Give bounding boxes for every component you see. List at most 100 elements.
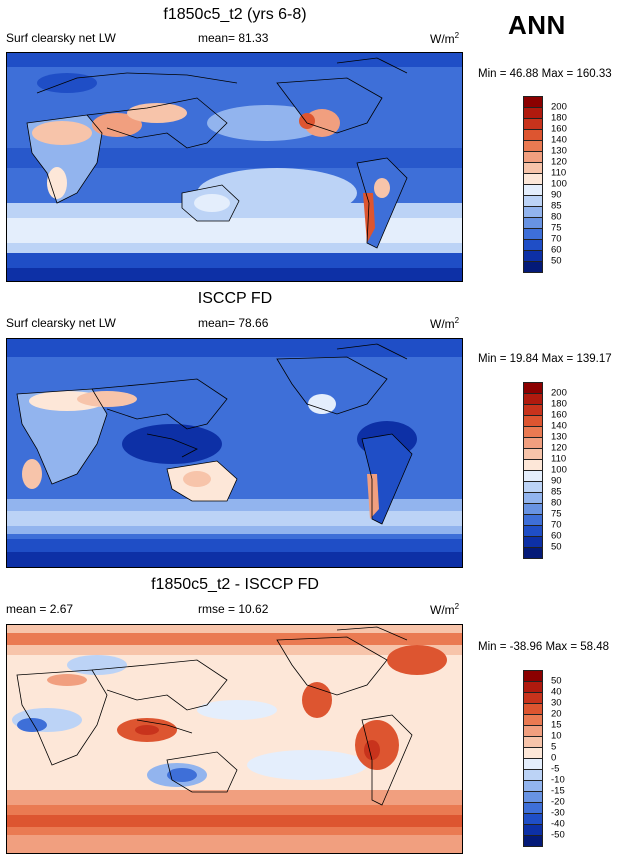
panel3-colorbar: 50 40 30 20 15 10 5 0 -5 -10 -15 -20 -30 -40 -50 xyxy=(523,670,565,847)
colorbar-swatch xyxy=(523,228,543,240)
colorbar-swatch xyxy=(523,217,543,229)
panel1-mean-label: mean= 81.33 xyxy=(198,31,269,45)
panel3-title: f1850c5_t2 - ISCCP FD xyxy=(151,576,319,593)
colorbar-tick-label: 160 xyxy=(551,409,567,421)
colorbar-swatch xyxy=(523,681,543,693)
panel2-colorbar: 200 180 160 140 130 120 110 100 90 85 80 75 70 60 50 xyxy=(523,382,567,559)
colorbar-tick-label: -5 xyxy=(551,763,560,775)
colorbar-tick-label: 85 xyxy=(551,200,562,212)
colorbar-swatch xyxy=(523,780,543,792)
season-label: ANN xyxy=(508,10,566,40)
colorbar-tick-label: 5 xyxy=(551,741,557,753)
colorbar-swatch xyxy=(523,470,543,482)
colorbar-tick-label: 180 xyxy=(551,398,567,410)
colorbar-tick-label: 80 xyxy=(551,497,562,509)
colorbar-tick-label: 100 xyxy=(551,178,567,190)
colorbar-swatch xyxy=(523,151,543,163)
colorbar-tick-label: 120 xyxy=(551,442,567,454)
panel3-units: W/m2 xyxy=(430,602,460,617)
panel3-map xyxy=(6,624,463,854)
colorbar-swatch xyxy=(523,503,543,515)
colorbar-tick-label: 0 xyxy=(551,752,557,764)
colorbar-swatch xyxy=(523,481,543,493)
colorbar-swatch xyxy=(523,195,543,207)
colorbar-swatch xyxy=(523,747,543,759)
colorbar-swatch xyxy=(523,129,543,141)
colorbar-tick-label: 120 xyxy=(551,156,567,168)
colorbar-tick-label: 110 xyxy=(551,167,567,179)
colorbar-swatch xyxy=(523,802,543,814)
colorbar-swatch xyxy=(523,514,543,526)
colorbar-tick-label: -15 xyxy=(551,785,565,797)
colorbar-swatch xyxy=(523,184,543,196)
colorbar-tick-label: 200 xyxy=(551,387,567,399)
colorbar-tick-label: 20 xyxy=(551,708,562,720)
panel3-minmax: Min = -38.96 Max = 58.48 xyxy=(478,641,610,653)
colorbar-tick-label: 180 xyxy=(551,112,567,124)
colorbar-tick-label: 50 xyxy=(551,675,562,687)
colorbar-swatch xyxy=(523,736,543,748)
panel1-title: f1850c5_t2 (yrs 6-8) xyxy=(163,6,307,23)
colorbar-swatch xyxy=(523,239,543,251)
colorbar-swatch xyxy=(523,96,543,108)
colorbar-tick-label: 30 xyxy=(551,697,562,709)
panel2-units: W/m2 xyxy=(430,316,460,331)
colorbar-swatch xyxy=(523,437,543,449)
colorbar-tick-label: 70 xyxy=(551,233,562,245)
colorbar-swatch xyxy=(523,769,543,781)
colorbar-tick-label: 50 xyxy=(551,541,562,553)
colorbar-swatch xyxy=(523,393,543,405)
colorbar-swatch xyxy=(523,459,543,471)
panel1-map xyxy=(6,52,463,282)
colorbar-tick-label: 50 xyxy=(551,255,562,267)
colorbar-tick-label: 15 xyxy=(551,719,562,731)
colorbar-swatch xyxy=(523,250,543,262)
panel3-mean-label: mean = 2.67 xyxy=(6,602,74,616)
colorbar-tick-label: 130 xyxy=(551,431,567,443)
colorbar-tick-label: 70 xyxy=(551,519,562,531)
colorbar-swatch xyxy=(523,206,543,218)
panel1-minmax: Min = 46.88 Max = 160.33 xyxy=(478,68,612,80)
colorbar-tick-label: 130 xyxy=(551,145,567,157)
colorbar-swatch xyxy=(523,824,543,836)
panel1-colorbar: 200 180 160 140 130 120 110 100 90 85 80 75 70 60 50 xyxy=(523,96,567,273)
panel2-map xyxy=(6,338,463,568)
colorbar-tick-label: 160 xyxy=(551,123,567,135)
colorbar-swatch xyxy=(523,162,543,174)
colorbar-swatch xyxy=(523,703,543,715)
colorbar-tick-label: 200 xyxy=(551,101,567,113)
panel2-minmax: Min = 19.84 Max = 139.17 xyxy=(478,353,612,365)
colorbar-tick-label: -10 xyxy=(551,774,565,786)
colorbar-swatch xyxy=(523,714,543,726)
panel2-variable-label: Surf clearsky net LW xyxy=(6,316,116,330)
colorbar-swatch xyxy=(523,835,543,847)
colorbar-swatch xyxy=(523,140,543,152)
panel2-mean-label: mean= 78.66 xyxy=(198,316,269,330)
colorbar-swatch xyxy=(523,261,543,273)
colorbar-swatch xyxy=(523,670,543,682)
colorbar-tick-label: 75 xyxy=(551,222,562,234)
colorbar-tick-label: 10 xyxy=(551,730,562,742)
colorbar-tick-label: 75 xyxy=(551,508,562,520)
panel1-units: W/m2 xyxy=(430,31,460,46)
colorbar-tick-label: 40 xyxy=(551,686,562,698)
colorbar-swatch xyxy=(523,118,543,130)
colorbar-tick-label: 60 xyxy=(551,530,562,542)
colorbar-swatch xyxy=(523,382,543,394)
colorbar-tick-label: 90 xyxy=(551,189,562,201)
colorbar-swatch xyxy=(523,415,543,427)
colorbar-swatch xyxy=(523,426,543,438)
colorbar-tick-label: 85 xyxy=(551,486,562,498)
colorbar-tick-label: 90 xyxy=(551,475,562,487)
colorbar-tick-label: -40 xyxy=(551,818,565,830)
colorbar-tick-label: 60 xyxy=(551,244,562,256)
colorbar-swatch xyxy=(523,791,543,803)
colorbar-swatch xyxy=(523,758,543,770)
colorbar-tick-label: 80 xyxy=(551,211,562,223)
colorbar-swatch xyxy=(523,404,543,416)
colorbar-tick-label: -30 xyxy=(551,807,565,819)
colorbar-swatch xyxy=(523,813,543,825)
colorbar-swatch xyxy=(523,107,543,119)
colorbar-tick-label: -50 xyxy=(551,829,565,841)
panel2-title: ISCCP FD xyxy=(197,290,273,307)
